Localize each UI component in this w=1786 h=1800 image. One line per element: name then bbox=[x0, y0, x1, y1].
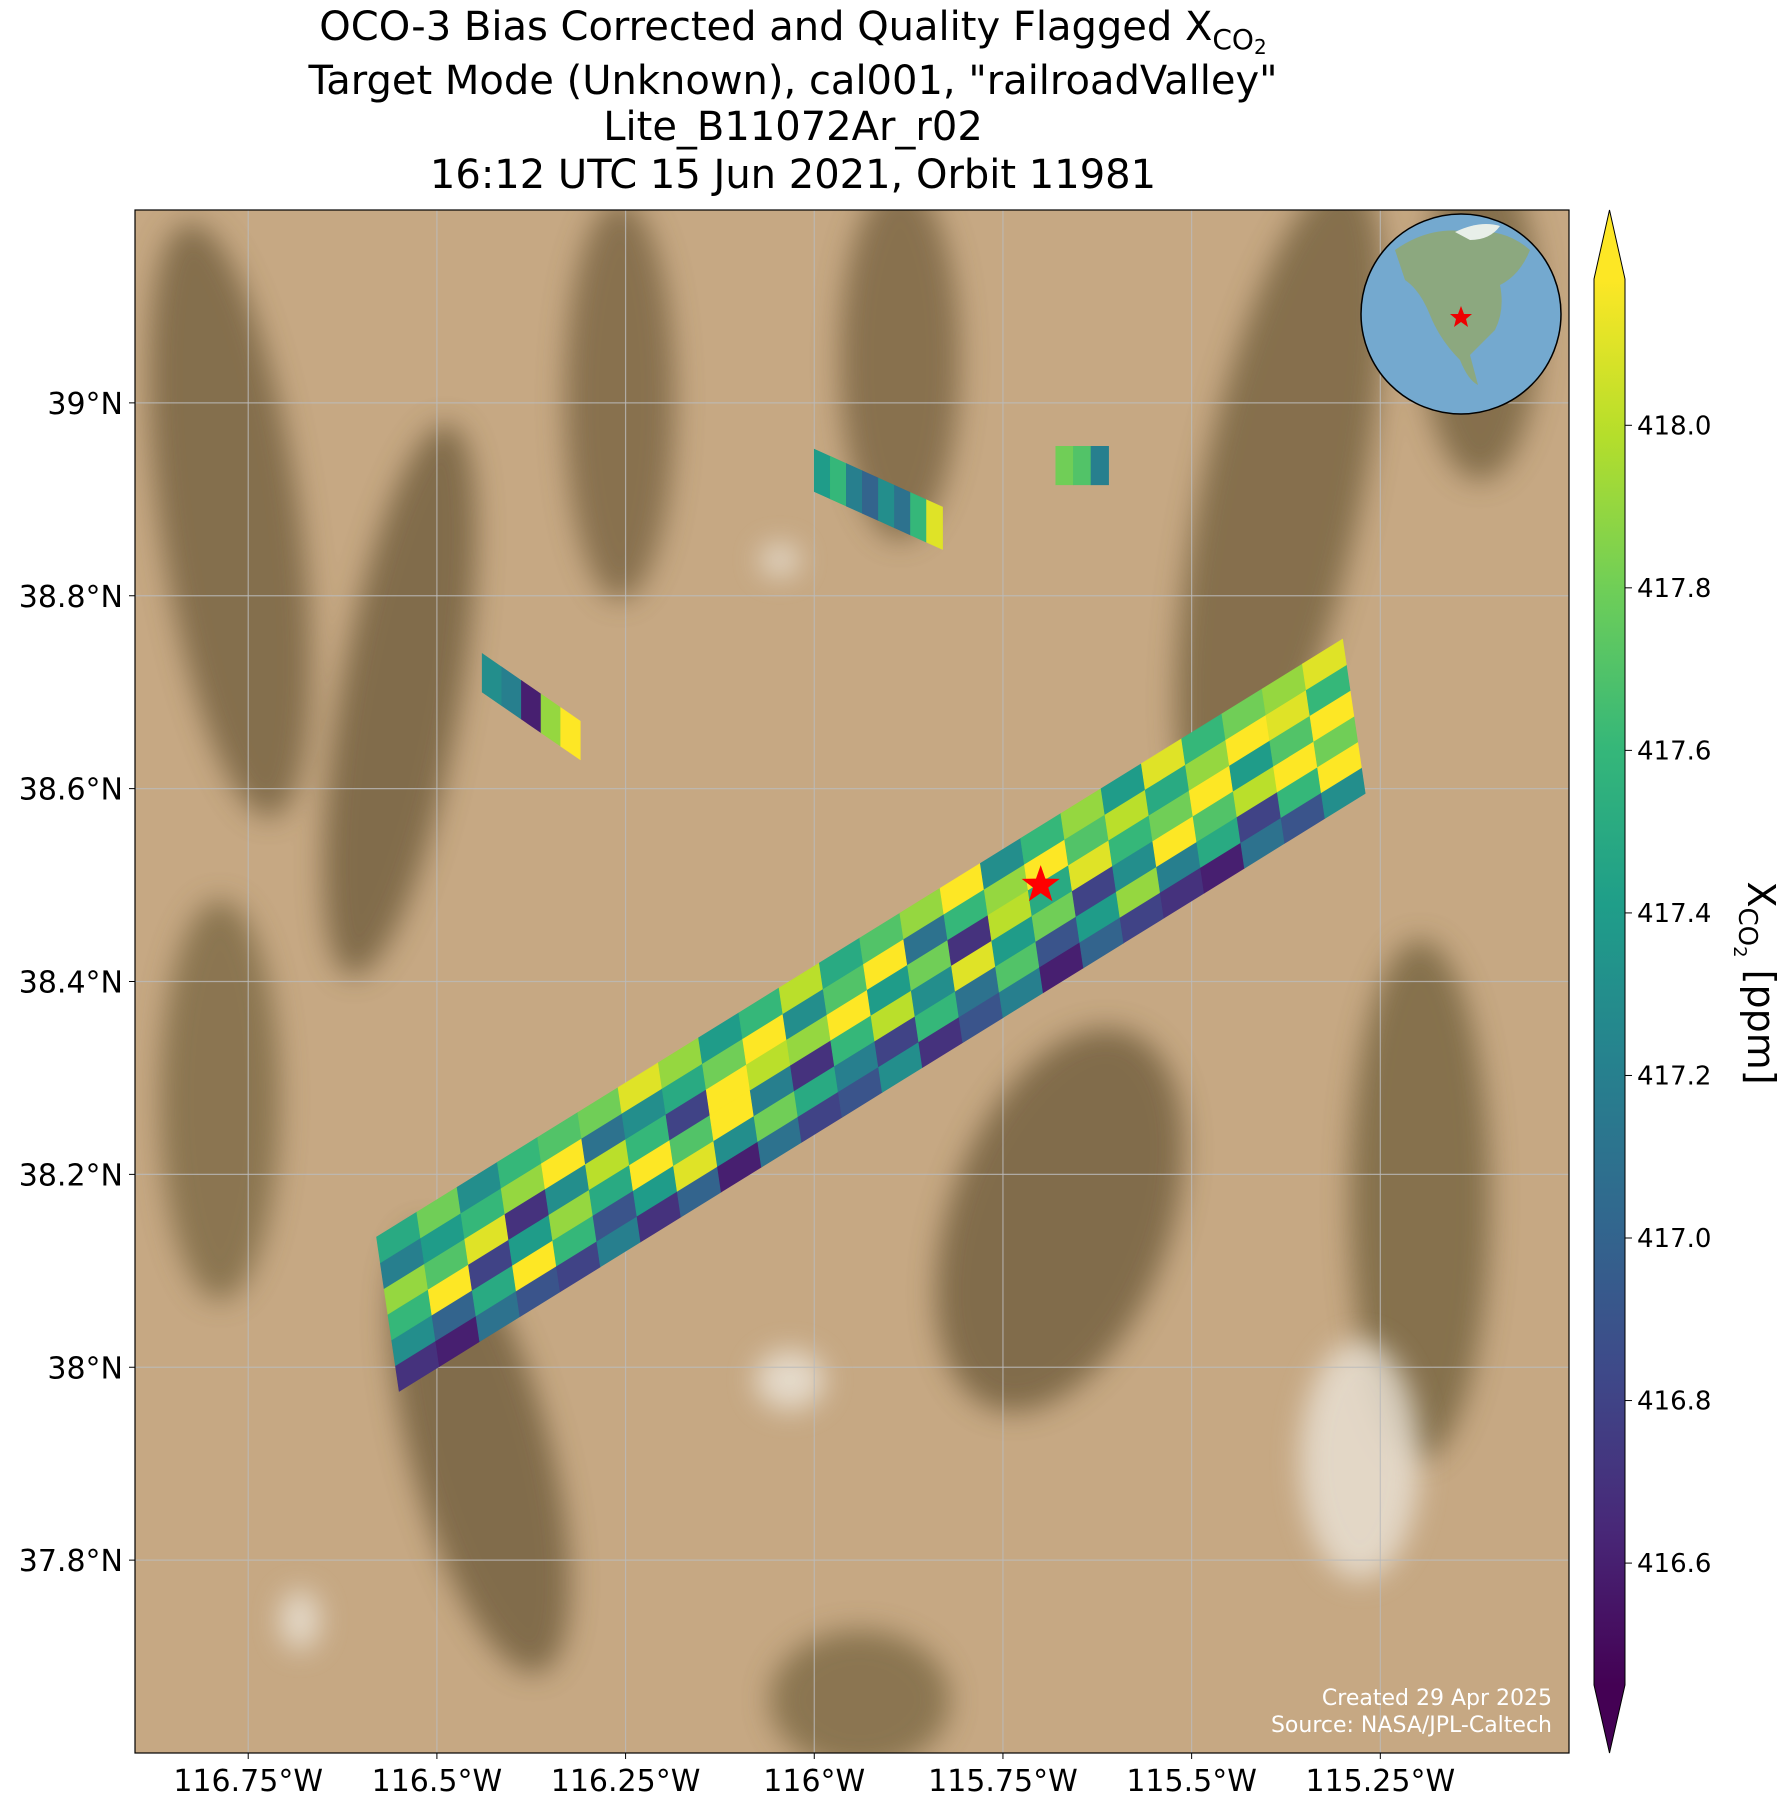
y-tick-label: 39°N bbox=[47, 387, 123, 422]
footprint bbox=[926, 499, 943, 550]
x-tick-label: 115.25°W bbox=[1305, 1764, 1455, 1799]
footprint bbox=[1090, 445, 1109, 486]
colorbar-tick-label: 418.0 bbox=[1637, 411, 1711, 441]
colorbar-tick-label: 417.2 bbox=[1637, 1061, 1711, 1091]
footprint bbox=[910, 492, 927, 543]
y-tick-label: 38.8°N bbox=[19, 580, 123, 615]
y-tick-label: 38.6°N bbox=[19, 773, 123, 808]
x-tick-label: 116.25°W bbox=[551, 1764, 701, 1799]
footprint bbox=[813, 448, 831, 500]
title-line: OCO-3 Bias Corrected and Quality Flagged… bbox=[319, 4, 1266, 59]
x-tick-label: 115.75°W bbox=[928, 1764, 1078, 1799]
colorbar-label-subscript: 2 bbox=[1729, 946, 1750, 957]
colorbar-label-text: X bbox=[1739, 881, 1783, 907]
footprint bbox=[894, 484, 911, 536]
footprint bbox=[560, 707, 581, 761]
colorbar-tick-label: 417.4 bbox=[1637, 899, 1711, 929]
footprint bbox=[1055, 445, 1074, 486]
colorbar-tick-label: 416.8 bbox=[1637, 1387, 1711, 1417]
site-marker bbox=[1021, 865, 1060, 902]
credit: Created 29 Apr 2025 bbox=[1322, 1686, 1552, 1711]
title-text: OCO-3 Bias Corrected and Quality Flagged… bbox=[319, 4, 1212, 50]
footprint bbox=[846, 463, 863, 514]
y-tick-label: 37.8°N bbox=[19, 1544, 123, 1579]
colorbar-tick-label: 417.0 bbox=[1637, 1224, 1711, 1254]
colorbar-extend bbox=[1594, 210, 1625, 279]
colorbar-tick-label: 417.8 bbox=[1637, 574, 1711, 604]
inset-globe bbox=[1360, 213, 1562, 415]
footprint bbox=[1073, 445, 1092, 486]
colorbar-tick-label: 417.6 bbox=[1637, 736, 1711, 766]
colorbar-extend bbox=[1594, 1685, 1625, 1753]
x-tick-label: 116°W bbox=[763, 1764, 865, 1799]
credit: Source: NASA/JPL-Caltech bbox=[1271, 1713, 1552, 1738]
footprint bbox=[862, 470, 879, 521]
colorbar-outline bbox=[1593, 209, 1626, 1754]
title-line: 16:12 UTC 15 Jun 2021, Orbit 11981 bbox=[430, 152, 1156, 198]
x-tick-label: 116.75°W bbox=[173, 1764, 323, 1799]
colorbar: 416.6 416.8 417.0 417.2 417.4 417.6 417.8 418.0 bbox=[1593, 209, 1711, 1754]
footprint bbox=[830, 455, 847, 507]
swath bbox=[376, 445, 1366, 1392]
colorbar-tick-label: 416.6 bbox=[1637, 1549, 1711, 1579]
footprint bbox=[878, 477, 895, 529]
colorbar-label-subscript: CO bbox=[1732, 907, 1762, 946]
y-tick-label: 38.2°N bbox=[19, 1158, 123, 1193]
title-subscript: CO bbox=[1212, 23, 1254, 56]
colorbar-label-unit: [ppm] bbox=[1739, 958, 1783, 1085]
site-layer bbox=[1021, 865, 1060, 902]
y-tick-label: 38.4°N bbox=[19, 966, 123, 1001]
colorbar-label: XCO2 [ppm] bbox=[1729, 881, 1783, 1084]
x-tick-label: 116.5°W bbox=[372, 1764, 503, 1799]
footprint bbox=[1302, 638, 1347, 691]
x-tick-label: 115.5°W bbox=[1126, 1764, 1257, 1799]
title-line: Target Mode (Unknown), cal001, "railroad… bbox=[307, 58, 1277, 104]
title-subscript: 2 bbox=[1254, 35, 1267, 59]
colorbar-body bbox=[1594, 279, 1625, 1685]
y-tick-label: 38°N bbox=[47, 1351, 123, 1386]
title-line: Lite_B11072Ar_r02 bbox=[603, 104, 983, 150]
